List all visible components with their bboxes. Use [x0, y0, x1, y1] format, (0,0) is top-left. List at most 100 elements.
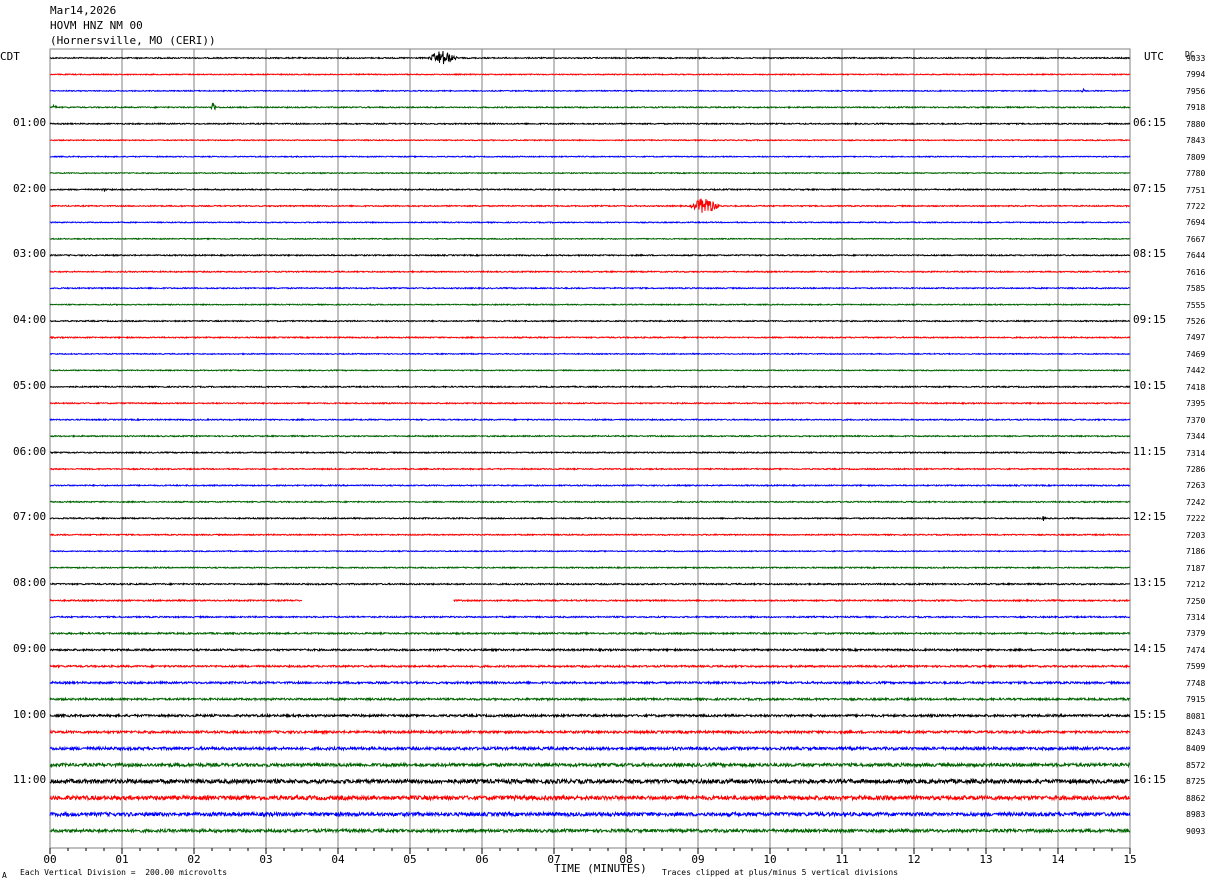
dc-offset-label: 7418	[1186, 382, 1206, 392]
trace-line	[49, 303, 1131, 307]
dc-offset-label: 7918	[1186, 103, 1206, 113]
trace-line	[49, 598, 303, 603]
trace-line	[49, 434, 1131, 438]
dc-offset-label: 7497	[1186, 333, 1206, 343]
trace-line	[49, 50, 1131, 65]
trace-line	[50, 614, 1131, 620]
dc-offset-label: 7286	[1186, 465, 1206, 474]
dc-offset-label: 9033	[1186, 54, 1206, 63]
right-hour-label: 06:15	[1133, 115, 1167, 129]
date-label: Mar14,2026	[50, 4, 117, 17]
clip-note: Traces clipped at plus/minus 5 vertical …	[662, 868, 899, 877]
right-hour-label: 07:15	[1133, 181, 1167, 195]
left-hour-label: 06:00	[13, 444, 47, 458]
dc-offset-label: 7263	[1186, 481, 1206, 491]
left-hour-label: 09:00	[13, 641, 47, 655]
trace-line	[50, 532, 1130, 537]
x-axis-title: TIME (MINUTES)	[554, 862, 647, 875]
dc-offset-label: 8983	[1186, 810, 1206, 820]
trace-line	[49, 777, 1131, 786]
trace-line	[49, 319, 1131, 323]
x-tick-label: 10	[763, 853, 776, 866]
x-tick-label: 03	[259, 853, 272, 866]
trace-line	[49, 483, 1131, 488]
trace-line	[49, 827, 1131, 835]
trace-line	[49, 499, 1131, 504]
dc-offset-label: 7880	[1186, 119, 1206, 129]
trace-line	[50, 368, 1131, 373]
right-hour-label: 16:15	[1133, 773, 1167, 787]
right-hour-label: 09:15	[1133, 313, 1167, 327]
left-hour-label: 10:00	[13, 707, 47, 721]
dc-offset-label: 7186	[1186, 547, 1206, 557]
x-tick-label: 02	[187, 853, 200, 866]
seismic-traces	[49, 50, 1131, 835]
trace-line	[49, 171, 1131, 175]
dc-offset-label: 7314	[1186, 448, 1206, 458]
trace-line	[49, 72, 1131, 76]
dc-offset-label: 7751	[1186, 185, 1206, 195]
right-hour-label: 15:15	[1133, 707, 1167, 721]
trace-line	[49, 417, 1131, 422]
trace-line	[49, 335, 1131, 340]
trace-line	[50, 198, 1130, 213]
right-hour-label: 13:15	[1133, 576, 1167, 590]
x-tick-label: 06	[475, 853, 488, 866]
dc-offset-label: 7442	[1186, 366, 1206, 376]
trace-line	[49, 237, 1131, 241]
dc-offset-label: 7780	[1186, 169, 1206, 179]
x-tick-label: 13	[979, 853, 992, 866]
trace-line	[49, 220, 1131, 224]
dc-offset-label: 7956	[1186, 86, 1206, 96]
trace-line	[49, 352, 1131, 356]
trace-line	[50, 581, 1131, 587]
dc-offset-label: 7748	[1186, 678, 1206, 688]
dc-offset-label: 7370	[1186, 415, 1206, 425]
dc-offset-label: 7469	[1186, 349, 1206, 359]
left-hour-label: 03:00	[13, 247, 47, 261]
plot-frame	[49, 48, 1131, 849]
dc-offset-label: 7314	[1186, 612, 1206, 622]
dc-offset-label: 8725	[1186, 777, 1206, 787]
trace-line	[49, 401, 1131, 406]
trace-line	[49, 155, 1131, 159]
dc-offset-label: 7222	[1186, 514, 1206, 524]
trace-line	[49, 663, 1131, 669]
dc-offset-label: 9093	[1186, 826, 1206, 836]
dc-offset-label: 7994	[1186, 70, 1206, 80]
dc-offset-label: 7379	[1186, 629, 1206, 639]
trace-line	[49, 138, 1130, 142]
x-tick-label: 12	[907, 853, 920, 866]
trace-line	[49, 631, 1131, 636]
dc-offset-label: 7395	[1186, 399, 1206, 409]
right-hour-label: 12:15	[1133, 510, 1167, 524]
dc-offset-label: 7644	[1186, 251, 1206, 261]
trace-line	[49, 516, 1131, 522]
dc-offset-label: 7915	[1186, 695, 1206, 705]
corner-mark: A	[2, 871, 7, 880]
trace-line	[49, 269, 1131, 274]
trace-line	[49, 286, 1131, 291]
trace-line	[49, 549, 1131, 553]
trace-line	[49, 647, 1131, 653]
x-tick-label: 07	[547, 853, 560, 866]
right-timezone-label: UTC	[1144, 50, 1164, 63]
left-hour-label: 04:00	[13, 313, 47, 327]
x-tick-label: 05	[403, 853, 416, 866]
trace-line	[49, 728, 1131, 736]
dc-offset-label: 8409	[1186, 744, 1206, 754]
dc-offset-label: 7616	[1186, 267, 1206, 277]
trace-line	[49, 696, 1131, 703]
trace-line	[49, 450, 1131, 455]
trace-line	[49, 253, 1131, 258]
trace-line	[49, 745, 1131, 752]
dc-offset-label: 7809	[1186, 152, 1206, 162]
dc-offset-label: 7526	[1186, 317, 1206, 327]
dc-offset-label: 7843	[1186, 136, 1206, 146]
dc-offset-label: 7212	[1186, 580, 1206, 590]
trace-line	[49, 761, 1130, 769]
trace-line	[49, 467, 1131, 471]
trace-line	[49, 712, 1131, 719]
station-label: HOVM HNZ NM 00	[50, 19, 143, 32]
